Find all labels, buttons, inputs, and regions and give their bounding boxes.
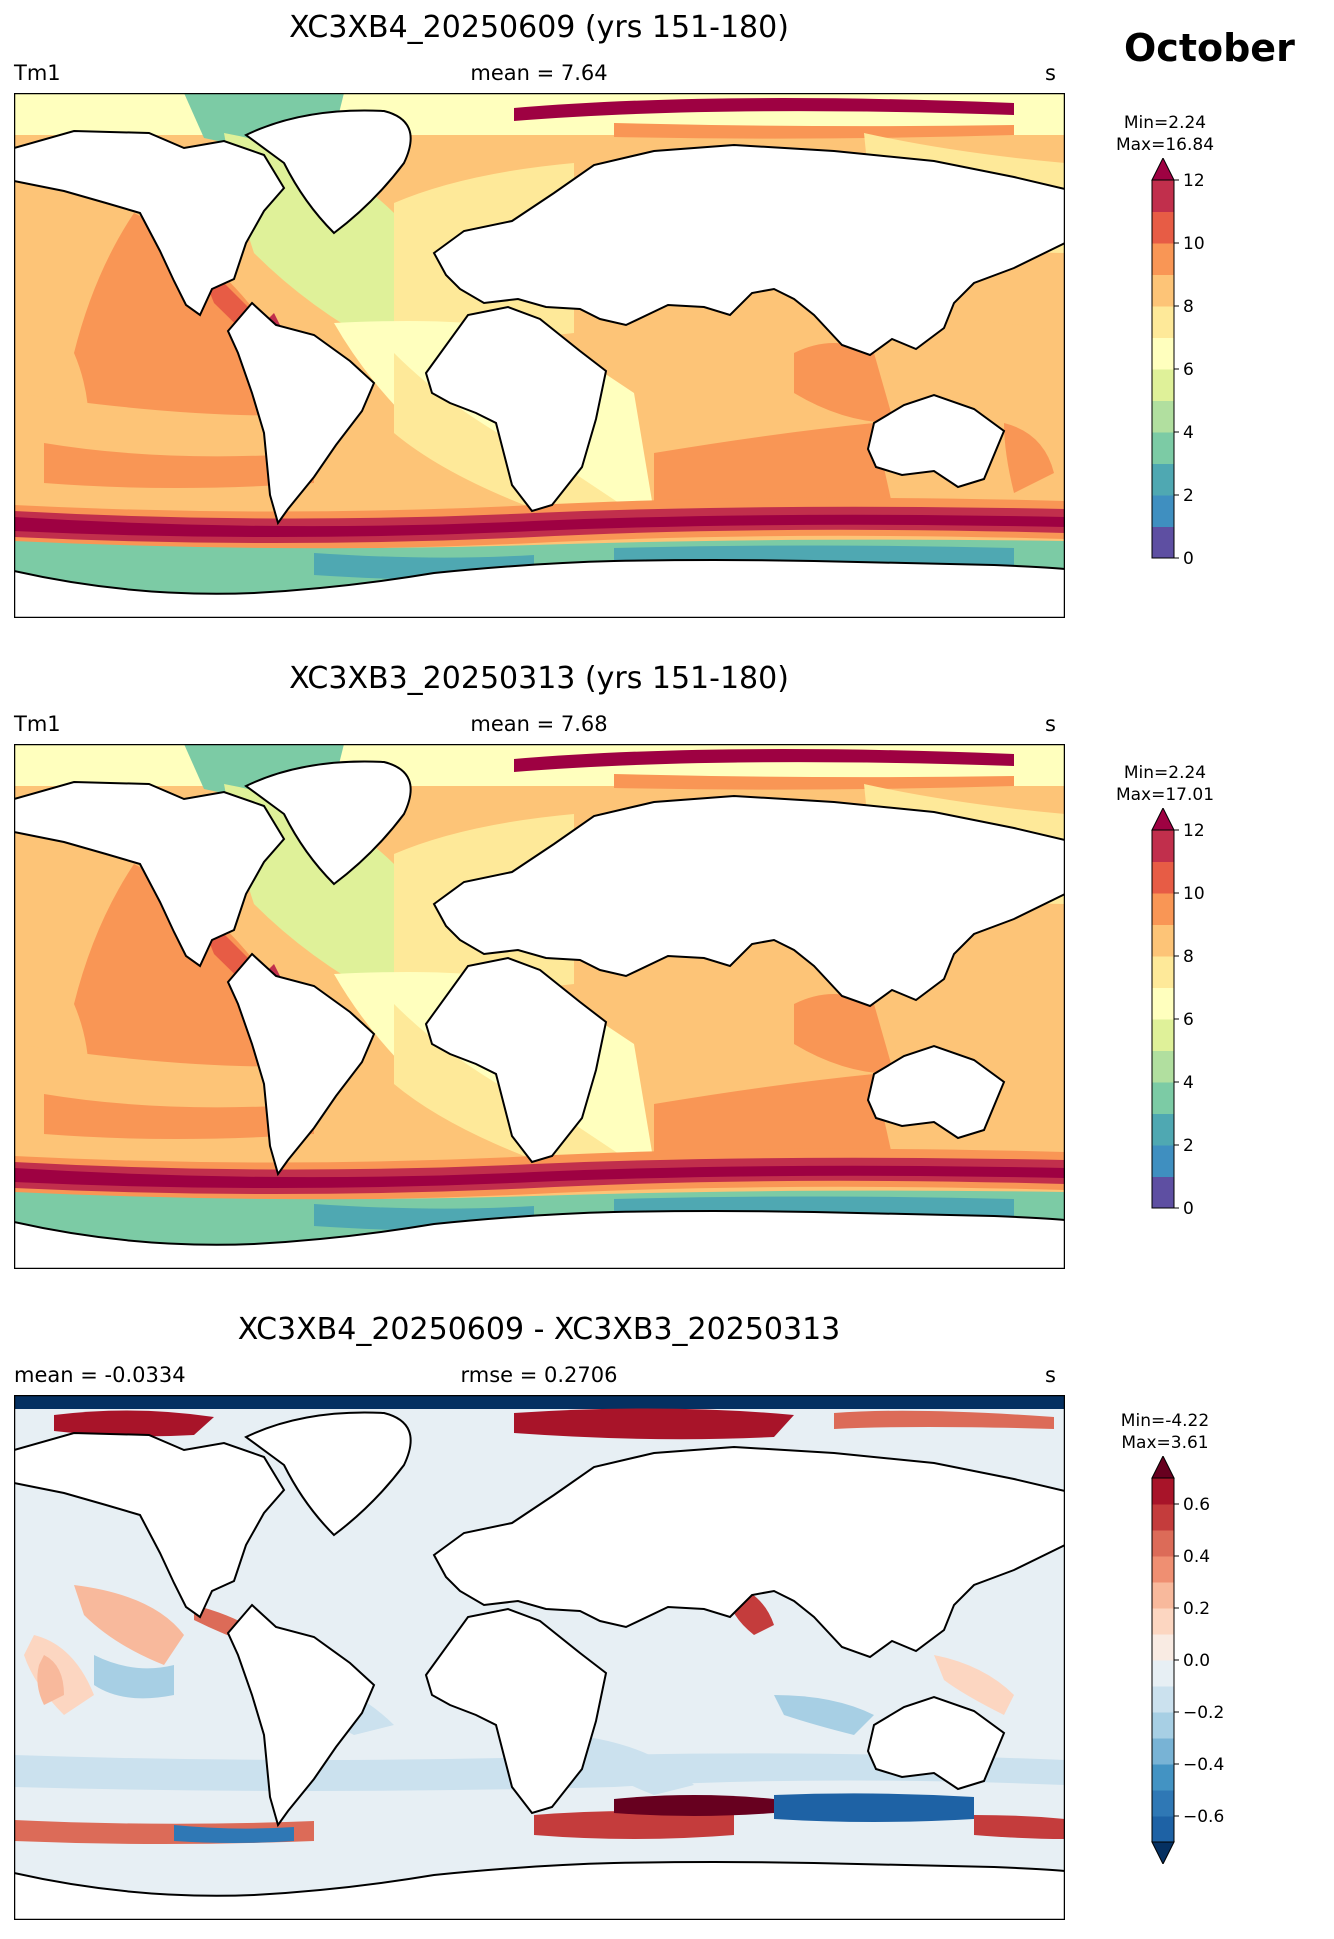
panel-1-map (14, 93, 1065, 618)
panel-3-min-label: Min=-4.22 (1120, 1411, 1210, 1431)
panel-3-map (14, 1395, 1065, 1920)
colorbar-tick-label: 0.6 (1183, 1495, 1210, 1515)
colorbar-segment (1152, 400, 1174, 433)
colorbar-segment (1152, 1145, 1174, 1177)
colorbar-segment (1152, 1660, 1174, 1687)
colorbar-segment (1152, 211, 1174, 244)
panel-1-continents (14, 109, 1065, 618)
colorbar-segment (1152, 1634, 1174, 1661)
colorbar-segment (1152, 432, 1174, 464)
panel-1-mean-label: mean = 7.64 (470, 61, 608, 85)
panel-1-max-label: Max=16.84 (1115, 135, 1215, 155)
colorbar-tick-label: −0.4 (1183, 1755, 1224, 1775)
colorbar-over-extension (1151, 808, 1175, 831)
colorbar-tick-label: 8 (1183, 947, 1194, 967)
panel-2-mean-label: mean = 7.68 (470, 712, 608, 736)
colorbar-over-extension (1151, 158, 1175, 181)
colorbar-tick-label: −0.2 (1183, 1703, 1224, 1723)
colorbar-segment (1152, 1764, 1174, 1791)
month-label: October (1124, 26, 1295, 70)
colorbar-tick-label: −0.6 (1183, 1807, 1224, 1827)
panel-2-min-label: Min=2.24 (1123, 763, 1207, 783)
colorbar-segment (1152, 463, 1174, 496)
panel-2-title: XC3XB3_20250313 (yrs 151-180) (289, 661, 789, 696)
panel-3-title: XC3XB4_20250609 - XC3XB3_20250313 (237, 1312, 841, 1347)
colorbar-tick-label: 0.2 (1183, 1599, 1210, 1619)
colorbar-tick-label: 0 (1183, 549, 1194, 566)
panel-1-title: XC3XB4_20250609 (yrs 151-180) (289, 10, 789, 45)
colorbar-segment (1152, 274, 1174, 307)
colorbar-segment (1152, 1686, 1174, 1713)
colorbar-segment (1152, 1738, 1174, 1765)
panel-1-min-label: Min=2.24 (1123, 113, 1207, 133)
colorbar-segment (1152, 306, 1174, 338)
colorbar-tick-label: 6 (1183, 360, 1194, 380)
colorbar-segment (1152, 987, 1174, 1020)
panel-1-colorbar: 0 2 4 6 8 10 12 (1151, 158, 1205, 566)
panel-3-continents (14, 1411, 1065, 1920)
colorbar-under-extension (1151, 1841, 1175, 1864)
colorbar-segment (1152, 1478, 1174, 1505)
panel-2-colorbar: 0 2 4 6 8 10 12 (1151, 808, 1205, 1216)
panel-3-mean-label: mean = -0.0334 (14, 1363, 186, 1387)
panel-2-map (14, 744, 1065, 1269)
colorbar-segment (1152, 893, 1174, 925)
colorbar-tick-label: 12 (1183, 821, 1205, 841)
colorbar-segment (1152, 1082, 1174, 1114)
colorbar-segment (1152, 1530, 1174, 1557)
colorbar-tick-label: 8 (1183, 297, 1194, 317)
colorbar-over-extension (1151, 1456, 1175, 1479)
colorbar-tick-label: 12 (1183, 171, 1205, 191)
colorbar-tick-label: 10 (1183, 884, 1205, 904)
colorbar-segment (1152, 243, 1174, 275)
colorbar-segment (1152, 369, 1174, 401)
colorbar-segment (1152, 1019, 1174, 1051)
colorbar-tick-label: 6 (1183, 1010, 1194, 1030)
colorbar-segment (1152, 526, 1174, 559)
colorbar-segment (1152, 861, 1174, 894)
panel-2-units-label: s (1045, 712, 1056, 736)
panel-3-units-label: s (1045, 1363, 1056, 1387)
colorbar-tick-label: 10 (1183, 234, 1205, 254)
panel-3-rmse-label: rmse = 0.2706 (460, 1363, 618, 1387)
colorbar-tick-label: 2 (1183, 1136, 1194, 1156)
colorbar-segment (1152, 830, 1174, 862)
colorbar-segment (1152, 924, 1174, 957)
panel-2-variable-label: Tm1 (14, 712, 61, 736)
colorbar-segment (1152, 1556, 1174, 1583)
colorbar-segment (1152, 956, 1174, 988)
colorbar-segment (1152, 1504, 1174, 1531)
colorbar-tick-label: 0 (1183, 1199, 1194, 1216)
colorbar-segment (1152, 1176, 1174, 1209)
panel-2-continents (14, 760, 1065, 1269)
colorbar-segment (1152, 337, 1174, 370)
colorbar-segment (1152, 1712, 1174, 1739)
colorbar-segment (1152, 1113, 1174, 1146)
panel-3-max-label: Max=3.61 (1121, 1433, 1209, 1453)
colorbar-segment (1152, 1050, 1174, 1083)
panel-3-colorbar: −0.6 −0.4 −0.2 0.0 0.2 0.4 0.6 (1151, 1456, 1224, 1864)
panel-2-max-label: Max=17.01 (1115, 785, 1215, 805)
colorbar-segment (1152, 495, 1174, 527)
colorbar-segment (1152, 1608, 1174, 1635)
colorbar-segment (1152, 1816, 1174, 1843)
colorbar-segment (1152, 180, 1174, 212)
panel-1-variable-label: Tm1 (14, 61, 61, 85)
colorbar-tick-label: 4 (1183, 423, 1194, 443)
colorbar-tick-label: 2 (1183, 486, 1194, 506)
colorbar-segment (1152, 1582, 1174, 1609)
colorbar-tick-label: 0.4 (1183, 1547, 1210, 1567)
colorbar-tick-label: 0.0 (1183, 1651, 1210, 1671)
colorbar-tick-label: 4 (1183, 1073, 1194, 1093)
panel-1-units-label: s (1045, 61, 1056, 85)
colorbar-segment (1152, 1790, 1174, 1817)
